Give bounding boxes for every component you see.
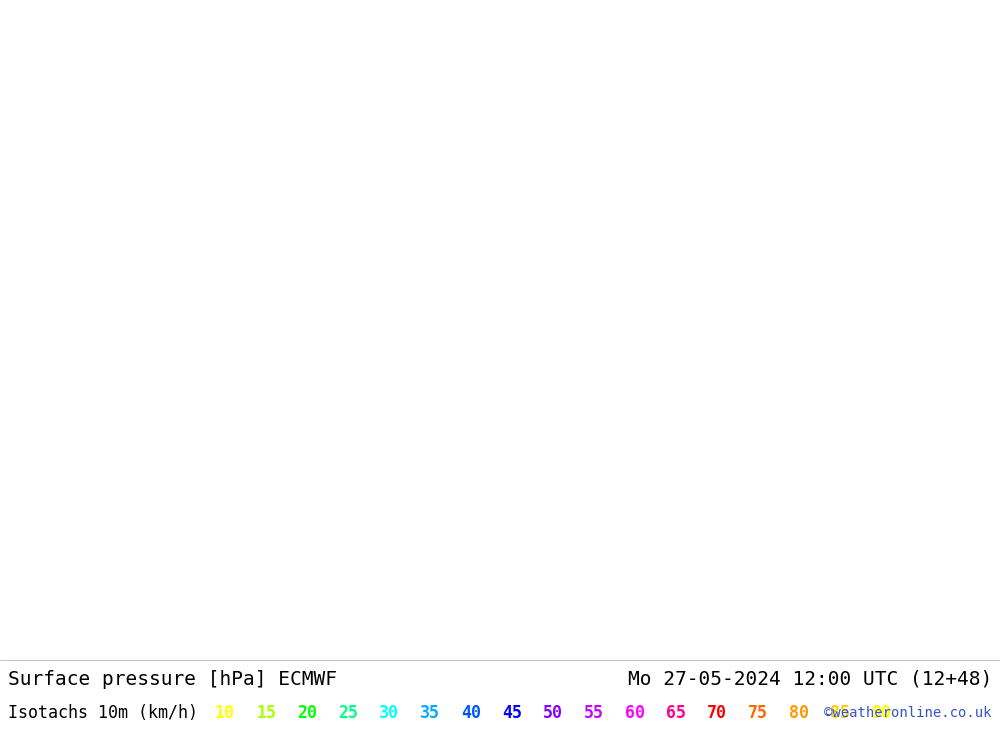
- Text: 25: 25: [338, 704, 358, 722]
- Text: 70: 70: [707, 704, 727, 722]
- Text: Isotachs 10m (km/h): Isotachs 10m (km/h): [8, 704, 198, 722]
- Text: 75: 75: [748, 704, 768, 722]
- Text: Surface pressure [hPa] ECMWF: Surface pressure [hPa] ECMWF: [8, 670, 337, 689]
- Text: 55: 55: [584, 704, 604, 722]
- Text: 45: 45: [502, 704, 522, 722]
- Text: 60: 60: [625, 704, 645, 722]
- Text: 90: 90: [871, 704, 891, 722]
- Text: 65: 65: [666, 704, 686, 722]
- Text: 15: 15: [256, 704, 276, 722]
- Text: 35: 35: [420, 704, 440, 722]
- Text: 40: 40: [461, 704, 481, 722]
- Text: 30: 30: [379, 704, 399, 722]
- Text: ©weatheronline.co.uk: ©weatheronline.co.uk: [824, 706, 992, 720]
- Text: 50: 50: [543, 704, 563, 722]
- Text: Mo 27-05-2024 12:00 UTC (12+48): Mo 27-05-2024 12:00 UTC (12+48): [628, 670, 992, 689]
- Text: 20: 20: [297, 704, 317, 722]
- Text: 80: 80: [789, 704, 809, 722]
- Text: 10: 10: [215, 704, 235, 722]
- Text: 85: 85: [830, 704, 850, 722]
